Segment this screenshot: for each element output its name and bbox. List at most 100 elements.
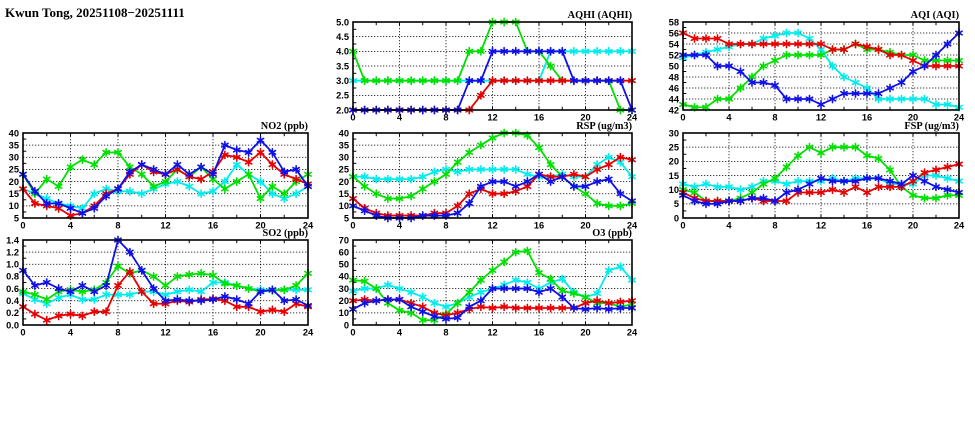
svg-text:20: 20: [580, 220, 590, 230]
svg-text:12: 12: [160, 327, 170, 337]
svg-text:4: 4: [397, 327, 403, 337]
svg-text:58: 58: [669, 17, 679, 27]
svg-text:12: 12: [160, 220, 170, 230]
svg-text:10: 10: [339, 201, 349, 211]
svg-text:8: 8: [443, 220, 448, 230]
svg-text:44: 44: [669, 94, 680, 104]
svg-text:1.0: 1.0: [6, 260, 19, 270]
svg-text:8: 8: [443, 327, 448, 337]
svg-text:0: 0: [20, 220, 25, 230]
svg-text:0.6: 0.6: [6, 284, 19, 294]
svg-text:16: 16: [534, 112, 544, 122]
svg-text:3.0: 3.0: [336, 76, 349, 86]
svg-text:50: 50: [669, 61, 679, 71]
svg-text:5: 5: [344, 213, 349, 223]
svg-text:42: 42: [669, 105, 679, 115]
svg-text:20: 20: [255, 327, 265, 337]
svg-text:48: 48: [669, 72, 679, 82]
svg-text:5: 5: [674, 199, 679, 209]
svg-text:0.2: 0.2: [6, 308, 19, 318]
svg-text:4.5: 4.5: [336, 32, 349, 42]
svg-text:5: 5: [14, 213, 19, 223]
svg-text:20: 20: [339, 296, 349, 306]
svg-text:AQI (AQI): AQI (AQI): [911, 10, 959, 21]
svg-text:NO2 (ppb): NO2 (ppb): [261, 121, 308, 132]
svg-text:56: 56: [669, 28, 679, 38]
svg-text:20: 20: [580, 327, 590, 337]
svg-text:24: 24: [303, 327, 314, 337]
svg-text:0: 0: [680, 112, 685, 122]
svg-text:20: 20: [908, 220, 918, 230]
svg-text:5.0: 5.0: [336, 17, 349, 27]
svg-text:16: 16: [534, 327, 544, 337]
svg-text:RSP (ug/m3): RSP (ug/m3): [576, 121, 632, 132]
svg-text:1.4: 1.4: [6, 235, 20, 245]
svg-text:10: 10: [339, 308, 349, 318]
svg-text:16: 16: [862, 112, 872, 122]
svg-text:4.0: 4.0: [336, 47, 349, 57]
svg-text:12: 12: [487, 327, 497, 337]
svg-text:0: 0: [350, 220, 355, 230]
svg-text:20: 20: [9, 177, 19, 187]
svg-text:0.0: 0.0: [6, 320, 19, 330]
svg-text:70: 70: [339, 235, 349, 245]
svg-text:SO2 (ppb): SO2 (ppb): [263, 228, 309, 239]
svg-text:0: 0: [674, 213, 679, 223]
svg-text:1.2: 1.2: [6, 247, 19, 257]
svg-text:30: 30: [9, 153, 19, 163]
svg-text:12: 12: [487, 220, 497, 230]
svg-text:16: 16: [862, 220, 872, 230]
svg-text:20: 20: [669, 157, 679, 167]
svg-text:FSP (ug/m3): FSP (ug/m3): [904, 121, 959, 132]
svg-text:40: 40: [9, 128, 19, 138]
svg-text:40: 40: [339, 272, 349, 282]
svg-text:16: 16: [534, 220, 544, 230]
svg-text:60: 60: [339, 247, 349, 257]
svg-text:0: 0: [350, 327, 355, 337]
svg-text:4: 4: [68, 327, 74, 337]
svg-text:20: 20: [339, 177, 349, 187]
svg-text:25: 25: [339, 165, 349, 175]
svg-text:8: 8: [772, 220, 777, 230]
svg-text:8: 8: [115, 327, 120, 337]
svg-text:2.5: 2.5: [336, 91, 349, 101]
svg-text:0: 0: [344, 320, 349, 330]
svg-text:8: 8: [772, 112, 777, 122]
svg-text:8: 8: [115, 220, 120, 230]
svg-text:15: 15: [9, 189, 19, 199]
svg-text:0.4: 0.4: [6, 296, 20, 306]
svg-text:46: 46: [669, 83, 679, 93]
svg-text:15: 15: [339, 189, 349, 199]
svg-text:54: 54: [669, 39, 680, 49]
svg-text:16: 16: [208, 220, 218, 230]
svg-text:24: 24: [627, 327, 638, 337]
svg-text:30: 30: [339, 153, 349, 163]
svg-text:16: 16: [208, 327, 218, 337]
svg-text:50: 50: [339, 260, 349, 270]
svg-text:10: 10: [9, 201, 19, 211]
svg-text:24: 24: [954, 220, 965, 230]
svg-text:35: 35: [9, 140, 19, 150]
svg-text:O3 (ppb): O3 (ppb): [592, 228, 632, 239]
svg-text:25: 25: [669, 142, 679, 152]
svg-text:3.5: 3.5: [336, 61, 349, 71]
svg-text:40: 40: [339, 128, 349, 138]
svg-text:0: 0: [680, 220, 685, 230]
svg-text:10: 10: [669, 185, 679, 195]
svg-text:12: 12: [816, 112, 826, 122]
svg-text:AQHI (AQHI): AQHI (AQHI): [568, 10, 632, 21]
svg-text:30: 30: [339, 284, 349, 294]
svg-text:4: 4: [68, 220, 74, 230]
svg-text:30: 30: [669, 128, 679, 138]
svg-text:0: 0: [20, 327, 25, 337]
svg-text:0.8: 0.8: [6, 272, 19, 282]
svg-text:35: 35: [339, 140, 349, 150]
svg-text:12: 12: [487, 112, 497, 122]
svg-text:52: 52: [669, 50, 679, 60]
svg-text:2.0: 2.0: [336, 105, 349, 115]
svg-text:12: 12: [816, 220, 826, 230]
svg-text:4: 4: [726, 220, 732, 230]
svg-text:15: 15: [669, 171, 679, 181]
svg-text:4: 4: [726, 112, 732, 122]
svg-text:25: 25: [9, 165, 19, 175]
